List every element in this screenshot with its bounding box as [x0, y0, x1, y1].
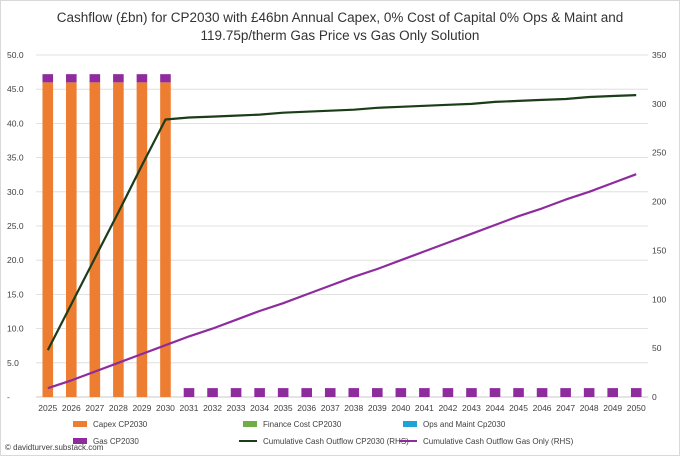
x-tick-label: 2038 [344, 403, 363, 413]
footer-credit: © davidturver.substack.com [5, 443, 104, 452]
x-tick-label: 2045 [509, 403, 528, 413]
y-left-tick-label: 30.0 [7, 187, 24, 197]
x-tick-label: 2039 [368, 403, 387, 413]
x-tick-label: 2029 [132, 403, 151, 413]
bar-gas-cp2030 [348, 388, 360, 397]
y-right-tick-label: 200 [652, 197, 666, 207]
y-left-tick-label: 45.0 [7, 84, 24, 94]
bar-gas-cp2030 [395, 388, 407, 397]
legend-swatch [243, 421, 257, 427]
bar-gas-cp2030 [230, 388, 242, 397]
legend-label: Ops and Maint Cp2030 [423, 420, 506, 429]
y-left-tick-label: 15.0 [7, 289, 24, 299]
x-tick-label: 2033 [227, 403, 246, 413]
x-tick-label: 2048 [580, 403, 599, 413]
bars [42, 74, 642, 398]
legend-swatch [403, 421, 417, 427]
y-right-tick-label: 50 [652, 343, 662, 353]
chart-title-line1: Cashflow (£bn) for CP2030 with £46bn Ann… [57, 10, 624, 25]
bar-gas-cp2030 [466, 388, 477, 397]
x-tick-label: 2046 [533, 403, 552, 413]
bar-gas-cp2030 [442, 388, 454, 397]
line-cumulative-cash-outflow-gas-only-rhs- [47, 173, 637, 390]
x-tick-label: 2032 [203, 403, 222, 413]
bar-gas-cp2030 [66, 74, 77, 83]
bar-capex-cp2030 [136, 82, 148, 398]
x-tick-label: 2049 [603, 403, 622, 413]
legend-label: Cumulative Cash Outflow Gas Only (RHS) [423, 437, 574, 446]
legend-label: Gas CP2030 [93, 437, 139, 446]
line-cumulative-cash-outflow-cp2030-rhs- [46, 94, 637, 351]
axis-labels: - 5.0 10.0 15.0 20.0 25.0 30.0 35.0 40.0 45.0 50.0… [7, 50, 666, 413]
y-right-tick-label: 0 [652, 392, 657, 402]
x-tick-label: 2027 [85, 403, 104, 413]
bar-gas-cp2030 [372, 388, 383, 397]
bar-gas-cp2030 [607, 388, 618, 397]
x-tick-label: 2035 [274, 403, 293, 413]
x-tick-label: 2043 [462, 403, 481, 413]
x-tick-label: 2028 [109, 403, 128, 413]
bar-gas-cp2030 [89, 74, 101, 83]
x-tick-label: 2040 [391, 403, 410, 413]
bar-capex-cp2030 [66, 82, 77, 398]
y-right-tick-label: 100 [652, 294, 666, 304]
x-tick-label: 2044 [486, 403, 505, 413]
bar-gas-cp2030 [630, 388, 642, 397]
y-right-tick-label: 250 [652, 148, 666, 158]
bar-gas-cp2030 [301, 388, 312, 397]
bar-gas-cp2030 [136, 74, 148, 83]
bar-gas-cp2030 [536, 388, 548, 397]
bar-gas-cp2030 [42, 74, 54, 83]
y-left-tick-label: 35.0 [7, 153, 24, 163]
x-tick-label: 2037 [321, 403, 340, 413]
y-right-tick-label: 150 [652, 245, 666, 255]
x-tick-label: 2025 [38, 403, 57, 413]
x-tick-label: 2031 [180, 403, 199, 413]
bar-capex-cp2030 [113, 82, 124, 398]
x-tick-label: 2030 [156, 403, 175, 413]
legend-label: Cumulative Cash Outflow CP2030 (RHS) [263, 437, 409, 446]
bar-gas-cp2030 [560, 388, 571, 397]
bar-gas-cp2030 [583, 388, 595, 397]
bar-gas-cp2030 [324, 388, 336, 397]
x-tick-label: 2036 [297, 403, 316, 413]
lines [46, 94, 637, 390]
y-left-tick-label: 5.0 [7, 358, 19, 368]
bar-capex-cp2030 [89, 82, 101, 398]
bar-gas-cp2030 [254, 388, 265, 397]
y-left-tick-label: 50.0 [7, 50, 24, 60]
bar-gas-cp2030 [183, 388, 195, 397]
legend-label: Capex CP2030 [93, 420, 148, 429]
chart-title-line2: 119.75p/therm Gas Price vs Gas Only Solu… [201, 28, 480, 43]
y-right-tick-label: 350 [652, 50, 666, 60]
legend-label: Finance Cost CP2030 [263, 420, 342, 429]
bar-gas-cp2030 [489, 388, 501, 397]
y-left-tick-label: 20.0 [7, 255, 24, 265]
gridlines [36, 54, 648, 398]
legend-swatch [73, 421, 87, 427]
y-right-tick-label: 300 [652, 99, 666, 109]
bar-gas-cp2030 [419, 388, 430, 397]
x-tick-label: 2034 [250, 403, 269, 413]
legend: Capex CP2030 Finance Cost CP2030 Ops and M… [73, 420, 574, 446]
bar-gas-cp2030 [277, 388, 289, 397]
x-tick-label: 2047 [556, 403, 575, 413]
y-left-tick-label: 10.0 [7, 324, 24, 334]
bar-gas-cp2030 [160, 74, 171, 83]
bar-capex-cp2030 [160, 82, 171, 398]
x-tick-label: 2042 [438, 403, 457, 413]
y-left-tick-label: - [7, 392, 10, 402]
x-tick-label: 2050 [627, 403, 646, 413]
bar-gas-cp2030 [513, 388, 524, 397]
x-tick-label: 2041 [415, 403, 434, 413]
y-left-tick-label: 25.0 [7, 221, 24, 231]
y-left-tick-label: 40.0 [7, 118, 24, 128]
bar-gas-cp2030 [207, 388, 218, 397]
x-tick-label: 2026 [62, 403, 81, 413]
bar-capex-cp2030 [42, 82, 54, 398]
legend-swatch [73, 438, 87, 444]
bar-gas-cp2030 [113, 74, 124, 83]
